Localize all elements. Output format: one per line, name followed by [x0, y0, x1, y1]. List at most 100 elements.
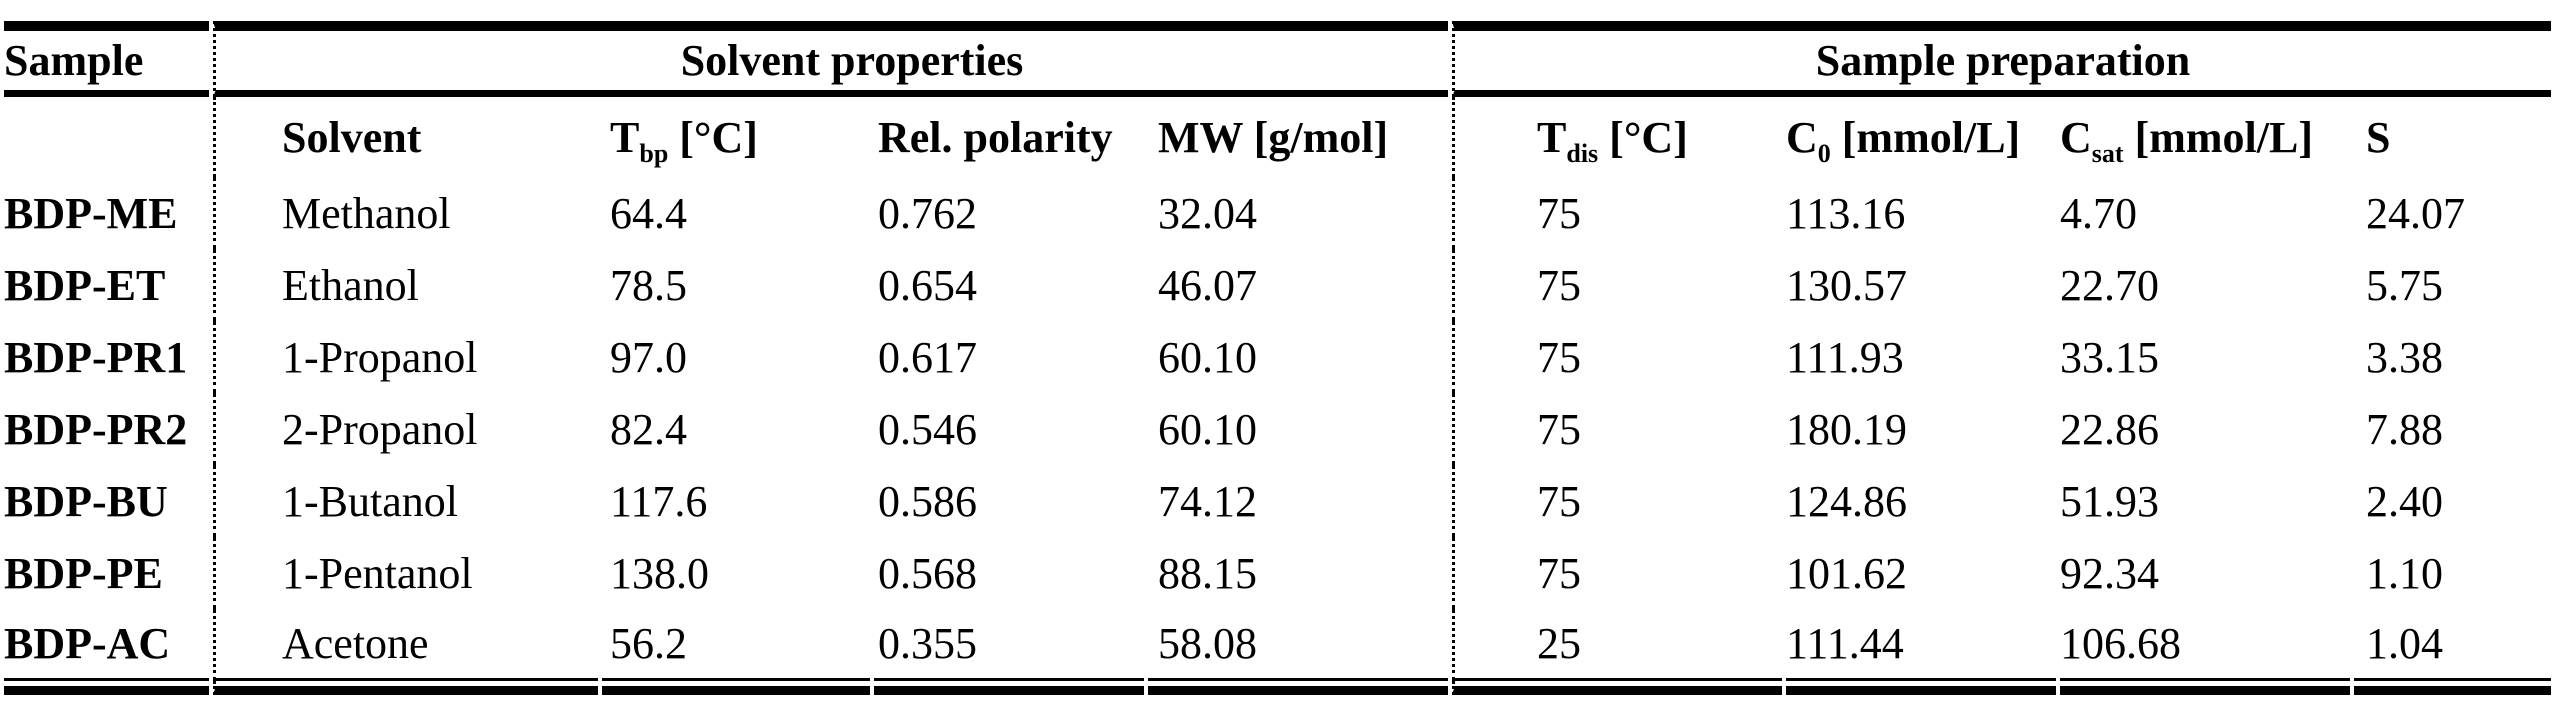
col-header-label: C: [2060, 112, 2092, 162]
cell-polarity: 0.617: [878, 332, 977, 382]
bottom-rule-segment: [1452, 681, 1782, 695]
bottom-rule-segment: [1786, 681, 2056, 695]
cell-solvent: Ethanol: [213, 249, 598, 321]
cell-sample: BDP-PE: [4, 548, 163, 598]
bottom-rule-segment: [602, 681, 870, 695]
cell-c0: 124.86: [1786, 476, 1907, 526]
cell-c0: 101.62: [1786, 548, 1907, 598]
col-header-unit: [°C]: [668, 112, 758, 162]
cell-mw: 60.10: [1158, 332, 1257, 382]
col-header-label: Rel. polarity: [878, 112, 1113, 162]
col-header-subscript: 0: [1817, 138, 1831, 168]
cell-tbp: 138.0: [610, 548, 709, 598]
bottom-rule-segment: [1148, 681, 1448, 695]
cell-s: 1.10: [2366, 548, 2443, 598]
cell-mw: 74.12: [1158, 476, 1257, 526]
cell-tbp: 97.0: [610, 332, 687, 382]
cell-mw: 60.10: [1158, 404, 1257, 454]
cell-sample: BDP-PR2: [4, 404, 188, 454]
cell-sample: BDP-BU: [4, 476, 168, 526]
table-row-bdp-pr2: BDP-PR2 2-Propanol 82.4 0.546 60.10 75 1…: [4, 393, 2551, 465]
cell-csat: 106.68: [2060, 609, 2350, 681]
bottom-rule-segment: [874, 681, 1144, 695]
table-row-bdp-ac: BDP-AC Acetone 56.2 0.355 58.08 25 111.4…: [4, 609, 2551, 681]
cell-csat: 4.70: [2060, 188, 2137, 238]
cell-s: 24.07: [2366, 188, 2465, 238]
cell-c0: 113.16: [1786, 188, 1906, 238]
cell-mw: 32.04: [1158, 188, 1257, 238]
col-header-unit: [°C]: [1598, 112, 1688, 162]
cell-sample: BDP-PR1: [4, 332, 188, 382]
cell-s: 1.04: [2354, 609, 2551, 681]
cell-polarity: 0.586: [878, 476, 977, 526]
cell-solvent: Methanol: [213, 177, 598, 249]
col-header-label: T: [1537, 112, 1567, 162]
cell-polarity: 0.654: [878, 260, 977, 310]
cell-tbp: 82.4: [610, 404, 687, 454]
table-row-bdp-bu: BDP-BU 1-Butanol 117.6 0.586 74.12 75 12…: [4, 465, 2551, 537]
cell-s: 2.40: [2366, 476, 2443, 526]
col-header-label: C: [1786, 112, 1818, 162]
col-header-label: MW [g/mol]: [1158, 112, 1389, 162]
cell-tdis: 75: [1452, 465, 1782, 537]
col-header-c0: C0 [mmol/L]: [1786, 97, 2056, 177]
cell-s: 7.88: [2366, 404, 2443, 454]
cell-solvent: 1-Pentanol: [213, 537, 598, 609]
cell-polarity: 0.568: [878, 548, 977, 598]
col-header-subscript: dis: [1566, 138, 1599, 168]
col-header-tdis: Tdis [°C]: [1452, 97, 1782, 177]
table-row-bdp-pe: BDP-PE 1-Pentanol 138.0 0.568 88.15 75 1…: [4, 537, 2551, 609]
cell-c0: 130.57: [1786, 260, 1907, 310]
col-header-s: S: [2354, 97, 2551, 177]
cell-s: 5.75: [2366, 260, 2443, 310]
cell-polarity: 0.762: [878, 188, 977, 238]
group-header-sample-preparation: Sample preparation: [1452, 21, 2551, 97]
cell-sample: BDP-AC: [4, 609, 209, 681]
cell-sample: BDP-ET: [4, 260, 166, 310]
cell-tbp: 56.2: [602, 609, 870, 681]
cell-polarity: 0.355: [874, 609, 1144, 681]
bottom-rule-segment: [2354, 681, 2551, 695]
cell-polarity: 0.546: [878, 404, 977, 454]
cell-solvent: 1-Butanol: [213, 465, 598, 537]
cell-csat: 51.93: [2060, 476, 2159, 526]
cell-tbp: 117.6: [610, 476, 708, 526]
bottom-rule-segment: [213, 681, 598, 695]
column-header-row: Solvent Tbp [°C] Rel. polarity MW [g/mol…: [4, 97, 2551, 177]
bottom-rule-segment: [4, 681, 209, 695]
col-header-mw: MW [g/mol]: [1148, 97, 1448, 177]
cell-csat: 92.34: [2060, 548, 2159, 598]
group-header-solvent-properties: Solvent properties: [213, 21, 1448, 97]
cell-csat: 22.70: [2060, 260, 2159, 310]
group-header-sample: Sample: [4, 21, 209, 97]
col-header-subscript: bp: [639, 138, 669, 168]
cell-tdis: 75: [1452, 249, 1782, 321]
cell-s: 3.38: [2366, 332, 2443, 382]
cell-tdis: 75: [1452, 321, 1782, 393]
col-header-csat: Csat [mmol/L]: [2060, 97, 2350, 177]
cell-solvent: Acetone: [213, 609, 598, 681]
col-header-unit: [mmol/L]: [2123, 112, 2313, 162]
cell-tdis: 75: [1452, 177, 1782, 249]
cell-csat: 33.15: [2060, 332, 2159, 382]
col-header-label: T: [610, 112, 640, 162]
table-row-bdp-pr1: BDP-PR1 1-Propanol 97.0 0.617 60.10 75 1…: [4, 321, 2551, 393]
table-row-bdp-me: BDP-ME Methanol 64.4 0.762 32.04 75 113.…: [4, 177, 2551, 249]
group-header-row: Sample Solvent properties Sample prepara…: [4, 21, 2551, 97]
cell-c0: 111.44: [1786, 609, 2056, 681]
col-header-label: S: [2366, 112, 2391, 162]
cell-tbp: 64.4: [610, 188, 687, 238]
bottom-rule-segment: [2060, 681, 2350, 695]
cell-c0: 111.93: [1786, 332, 1904, 382]
col-header-label: Solvent: [282, 112, 422, 162]
solvent-properties-table: Sample Solvent properties Sample prepara…: [0, 21, 2555, 695]
table-row-bdp-et: BDP-ET Ethanol 78.5 0.654 46.07 75 130.5…: [4, 249, 2551, 321]
col-header-unit: [mmol/L]: [1830, 112, 2021, 162]
col-header-empty: [4, 97, 209, 177]
col-header-subscript: sat: [2091, 138, 2124, 168]
cell-mw: 58.08: [1148, 609, 1448, 681]
col-header-solvent: Solvent: [213, 97, 598, 177]
cell-solvent: 2-Propanol: [213, 393, 598, 465]
cell-solvent: 1-Propanol: [213, 321, 598, 393]
